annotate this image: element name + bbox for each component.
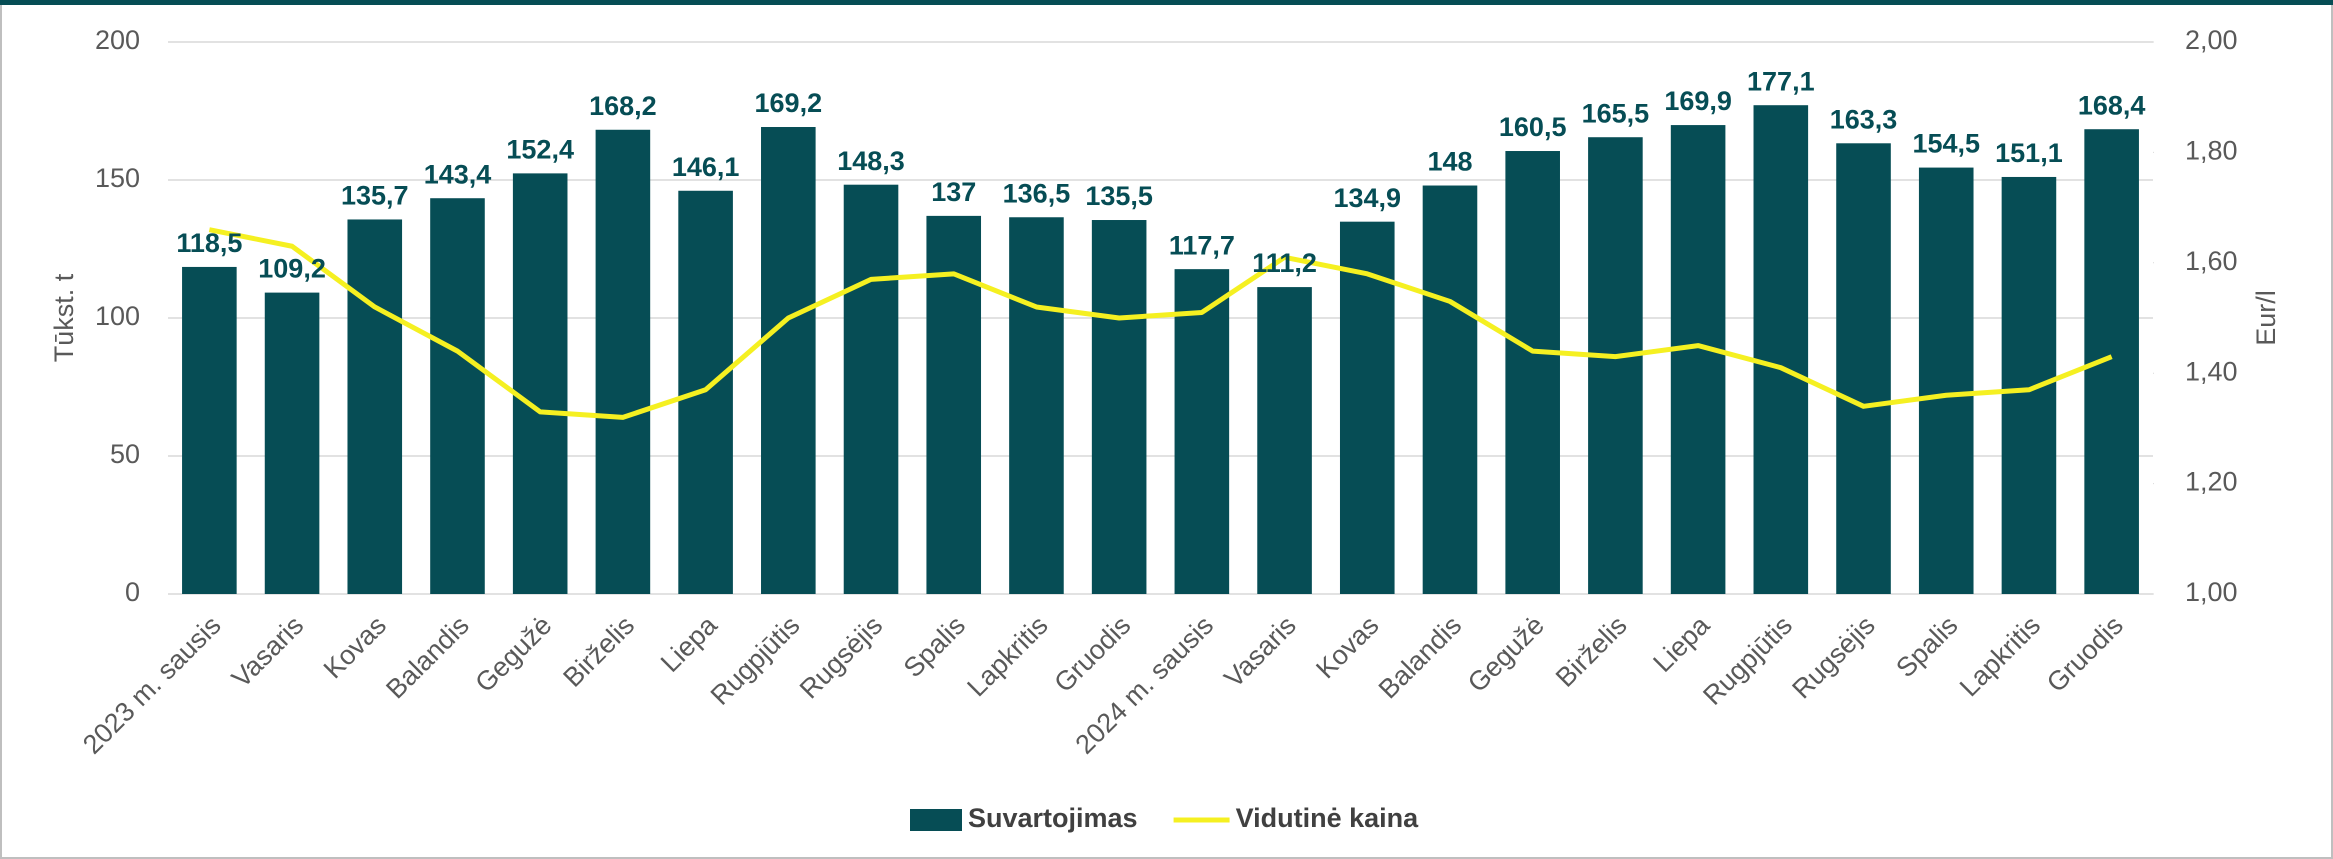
y2-tick-label: 1,00 <box>2185 577 2238 607</box>
bar <box>1257 287 1312 594</box>
data-label: 137 <box>931 177 976 207</box>
legend-label: Suvartojimas <box>968 803 1138 833</box>
bar <box>2001 176 2057 595</box>
data-label: 146,1 <box>672 152 740 182</box>
top-bar <box>0 0 2333 5</box>
data-label: 169,2 <box>755 88 823 118</box>
data-label: 143,4 <box>424 159 492 189</box>
y-axis-title: Tūkst. t <box>49 273 79 362</box>
data-label: 135,7 <box>341 181 409 211</box>
bar <box>1753 105 1809 594</box>
bar <box>1918 167 1974 594</box>
bar <box>1836 143 1891 595</box>
data-label: 111,2 <box>1252 248 1317 278</box>
data-label: 177,1 <box>1747 66 1815 96</box>
bar <box>1670 125 1726 595</box>
bar <box>761 127 816 595</box>
line <box>208 227 2113 420</box>
data-label: 168,2 <box>589 91 657 121</box>
y2-tick-label: 1,80 <box>2185 136 2238 166</box>
bar <box>1422 185 1478 594</box>
data-label: 109,2 <box>258 254 326 284</box>
y-tick-label: 50 <box>110 439 140 469</box>
data-label: 160,5 <box>1499 112 1567 142</box>
bar <box>347 219 403 594</box>
data-label: 136,5 <box>1003 178 1071 208</box>
y2-tick-label: 1,60 <box>2185 246 2238 276</box>
data-label: 169,9 <box>1664 86 1732 116</box>
data-label: 118,5 <box>176 228 242 258</box>
bar <box>1091 220 1147 594</box>
data-label: 163,3 <box>1830 104 1898 134</box>
data-label: 152,4 <box>506 135 574 165</box>
y2-axis-title: Eur/l <box>2251 290 2281 346</box>
y-tick-label: 200 <box>95 25 140 55</box>
bar <box>595 129 651 594</box>
bar <box>512 173 568 594</box>
bar <box>843 184 899 594</box>
legend-swatch <box>910 809 962 831</box>
data-label: 168,4 <box>2078 90 2146 120</box>
bar <box>1339 221 1395 594</box>
data-label: 135,5 <box>1085 181 1153 211</box>
data-label: 134,9 <box>1333 183 1401 213</box>
data-label: 165,5 <box>1582 98 1650 128</box>
data-label: 154,5 <box>1912 129 1980 159</box>
data-label: 148,3 <box>837 146 905 176</box>
bar <box>1505 151 1560 594</box>
y2-tick-label: 1,40 <box>2185 356 2238 386</box>
y2-tick-label: 1,20 <box>2185 467 2238 497</box>
bar <box>1588 137 1643 594</box>
bar <box>430 198 485 594</box>
bar <box>1009 217 1064 594</box>
bar <box>264 292 320 594</box>
y-tick-label: 100 <box>95 301 140 331</box>
data-label: 117,7 <box>1169 230 1235 260</box>
bar <box>182 266 237 594</box>
y-tick-label: 0 <box>125 577 140 607</box>
y2-tick-label: 2,00 <box>2185 25 2238 55</box>
data-label: 151,1 <box>1995 138 2063 168</box>
legend-label: Vidutinė kaina <box>1236 803 1420 833</box>
y-tick-label: 150 <box>95 163 140 193</box>
data-label: 148 <box>1427 147 1472 177</box>
bar <box>1174 269 1230 594</box>
